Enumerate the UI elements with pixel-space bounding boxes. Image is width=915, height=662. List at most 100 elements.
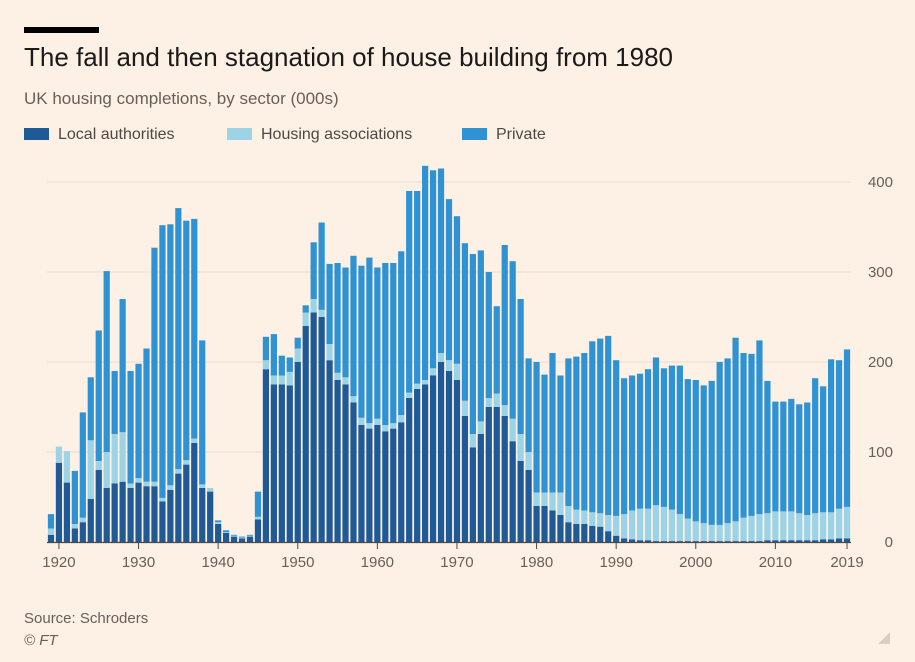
bar-housing-associations-1928 bbox=[119, 432, 126, 482]
bar-private-2015 bbox=[812, 378, 819, 514]
bar-housing-associations-2015 bbox=[812, 513, 819, 541]
bar-private-1926 bbox=[103, 271, 110, 452]
ft-top-rule bbox=[24, 27, 99, 33]
bar-local-authorities-1995 bbox=[652, 541, 660, 542]
bar-housing-associations-1982 bbox=[549, 492, 556, 511]
bar-housing-associations-1962 bbox=[390, 423, 397, 429]
bar-housing-associations-1968 bbox=[437, 353, 445, 362]
x-tick-label-1980: 1980 bbox=[520, 554, 553, 571]
bar-private-1962 bbox=[390, 263, 397, 424]
bar-local-authorities-2000 bbox=[692, 541, 699, 542]
bar-housing-associations-2019 bbox=[843, 506, 851, 539]
bar-local-authorities-2015 bbox=[812, 540, 819, 542]
x-tick-label-1990: 1990 bbox=[599, 554, 632, 571]
bar-private-1942 bbox=[230, 534, 238, 536]
bar-private-1966 bbox=[422, 165, 429, 380]
bar-housing-associations-1960 bbox=[374, 418, 381, 425]
bar-housing-associations-1949 bbox=[286, 371, 293, 386]
bar-local-authorities-2002 bbox=[708, 541, 715, 542]
legend-swatch-local-authorities bbox=[24, 128, 49, 140]
bar-private-2007 bbox=[748, 353, 755, 516]
bar-private-1985 bbox=[573, 356, 580, 510]
bar-housing-associations-2009 bbox=[764, 513, 771, 541]
bar-private-1924 bbox=[87, 377, 94, 441]
bar-housing-associations-1926 bbox=[103, 452, 110, 488]
bar-housing-associations-2016 bbox=[820, 512, 827, 540]
bar-housing-associations-1931 bbox=[143, 481, 150, 487]
bar-local-authorities-1968 bbox=[437, 362, 445, 542]
bar-private-2004 bbox=[724, 358, 731, 524]
bar-local-authorities-1928 bbox=[119, 481, 126, 542]
bar-housing-associations-1985 bbox=[573, 509, 580, 524]
bar-local-authorities-2005 bbox=[732, 541, 739, 542]
bar-private-1970 bbox=[453, 216, 461, 364]
bar-housing-associations-1957 bbox=[350, 396, 357, 403]
bar-local-authorities-2009 bbox=[764, 540, 771, 542]
bar-private-2006 bbox=[740, 353, 747, 518]
bar-local-authorities-1969 bbox=[445, 371, 453, 542]
bar-housing-associations-1991 bbox=[621, 514, 628, 539]
bar-housing-associations-1998 bbox=[676, 514, 683, 542]
bar-local-authorities-1996 bbox=[660, 541, 668, 542]
bar-local-authorities-2008 bbox=[756, 541, 763, 542]
bar-private-1936 bbox=[183, 220, 190, 461]
legend-label-private: Private bbox=[496, 126, 546, 143]
x-tick-label-1920: 1920 bbox=[42, 554, 75, 571]
bar-private-2016 bbox=[820, 386, 827, 513]
bar-local-authorities-1988 bbox=[597, 526, 604, 542]
bar-local-authorities-2019 bbox=[843, 538, 851, 542]
bar-local-authorities-1927 bbox=[111, 483, 118, 542]
bar-local-authorities-1985 bbox=[573, 524, 580, 542]
bar-private-1925 bbox=[95, 330, 102, 461]
bar-private-2013 bbox=[796, 404, 803, 514]
bar-private-1943 bbox=[238, 536, 246, 538]
bar-private-1998 bbox=[676, 365, 683, 515]
bar-housing-associations-1987 bbox=[589, 512, 596, 526]
bar-private-1951 bbox=[302, 305, 309, 313]
bar-local-authorities-1951 bbox=[302, 326, 309, 542]
bar-housing-associations-1964 bbox=[406, 392, 413, 398]
bar-private-1979 bbox=[525, 358, 532, 452]
bar-local-authorities-1932 bbox=[151, 486, 158, 542]
bar-private-1940 bbox=[215, 520, 222, 523]
bar-private-1923 bbox=[79, 412, 86, 518]
bar-local-authorities-1948 bbox=[278, 384, 285, 542]
bar-housing-associations-2005 bbox=[732, 521, 739, 542]
bar-private-1977 bbox=[509, 261, 516, 419]
bar-private-1958 bbox=[358, 265, 365, 418]
bar-local-authorities-1954 bbox=[326, 360, 333, 542]
bar-local-authorities-1978 bbox=[517, 461, 524, 542]
bar-housing-associations-1943 bbox=[238, 537, 246, 539]
bar-local-authorities-1931 bbox=[143, 486, 150, 542]
bar-housing-associations-1978 bbox=[517, 434, 524, 461]
bar-local-authorities-1923 bbox=[79, 522, 86, 542]
bar-local-authorities-1989 bbox=[605, 531, 612, 542]
bar-private-1935 bbox=[175, 208, 182, 470]
bar-local-authorities-1975 bbox=[493, 407, 500, 542]
bar-local-authorities-1926 bbox=[103, 488, 110, 542]
bar-housing-associations-1995 bbox=[652, 505, 660, 542]
bar-housing-associations-1921 bbox=[63, 451, 71, 483]
bar-housing-associations-1959 bbox=[366, 423, 373, 429]
bar-housing-associations-1979 bbox=[525, 452, 532, 470]
bar-local-authorities-2018 bbox=[835, 538, 843, 542]
bar-local-authorities-2004 bbox=[724, 541, 731, 542]
bar-housing-associations-1994 bbox=[644, 508, 652, 541]
bar-private-1931 bbox=[143, 348, 150, 482]
bar-private-1957 bbox=[350, 255, 357, 397]
bar-private-1988 bbox=[597, 338, 604, 514]
bar-housing-associations-1989 bbox=[605, 515, 612, 532]
bar-private-1993 bbox=[636, 373, 644, 509]
x-tick-label-1970: 1970 bbox=[440, 554, 473, 571]
bar-private-1948 bbox=[278, 355, 285, 376]
bar-private-2012 bbox=[788, 398, 795, 512]
bar-housing-associations-1930 bbox=[135, 478, 142, 483]
bar-private-1928 bbox=[119, 299, 126, 433]
bar-local-authorities-1955 bbox=[334, 380, 341, 542]
bar-housing-associations-1922 bbox=[71, 524, 78, 529]
bar-local-authorities-2001 bbox=[700, 541, 707, 542]
bar-housing-associations-1966 bbox=[422, 380, 429, 385]
bar-local-authorities-1938 bbox=[199, 488, 206, 542]
bar-housing-associations-1944 bbox=[246, 535, 254, 537]
bar-private-1952 bbox=[310, 242, 317, 299]
